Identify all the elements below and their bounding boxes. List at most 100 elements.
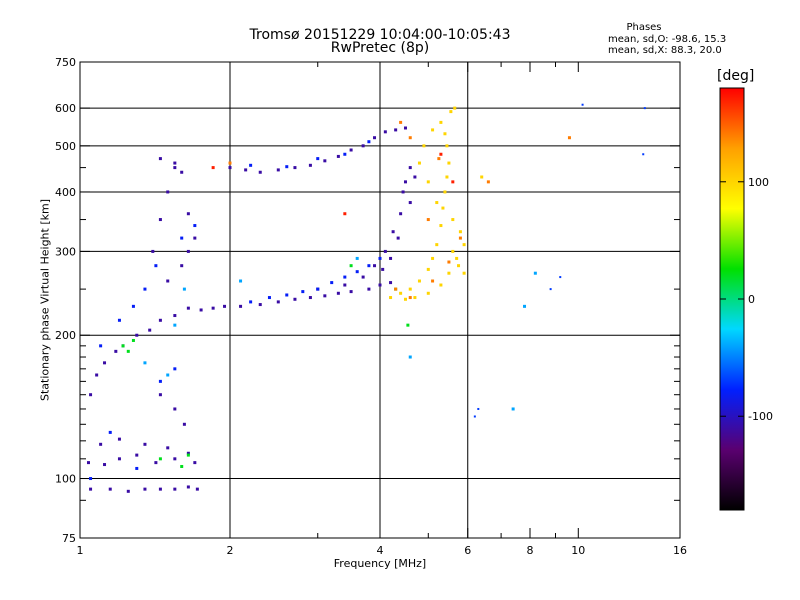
x-tick-label: 10: [571, 544, 585, 557]
data-point: [117, 457, 121, 461]
data-point: [533, 271, 537, 275]
data-point: [408, 355, 412, 359]
data-point: [89, 477, 93, 481]
data-point: [267, 296, 271, 300]
data-point: [108, 487, 112, 491]
data-point: [435, 201, 439, 205]
data-point: [249, 163, 253, 167]
colorbar-tick-label: 100: [748, 176, 769, 189]
data-point: [343, 283, 347, 287]
data-point: [173, 487, 177, 491]
data-point: [408, 201, 412, 205]
data-point: [103, 361, 107, 365]
data-point: [458, 230, 462, 234]
data-point: [413, 175, 417, 179]
data-point: [173, 166, 177, 170]
data-point: [441, 206, 445, 210]
data-point: [173, 161, 177, 165]
data-point: [199, 308, 203, 312]
data-point: [276, 168, 280, 172]
data-point: [249, 300, 253, 304]
y-tick-label: 400: [55, 186, 76, 199]
data-point: [173, 314, 177, 318]
data-point: [443, 190, 447, 194]
data-point: [439, 120, 443, 124]
data-point: [378, 283, 382, 287]
data-point: [403, 297, 407, 301]
data-point: [408, 296, 412, 300]
data-point: [361, 275, 365, 279]
data-point: [99, 442, 103, 446]
data-point: [228, 161, 232, 165]
data-point: [301, 290, 305, 294]
data-point: [451, 218, 455, 222]
data-point: [211, 166, 215, 170]
data-point: [186, 453, 190, 457]
data-point: [323, 294, 327, 298]
data-point: [135, 333, 139, 337]
data-point: [373, 136, 377, 140]
data-point: [389, 296, 393, 300]
data-point: [343, 212, 347, 216]
data-point: [276, 300, 280, 304]
data-point: [193, 224, 197, 228]
data-point: [108, 430, 112, 434]
data-point: [336, 154, 340, 158]
data-point: [143, 361, 147, 365]
data-point: [447, 260, 451, 264]
data-point: [103, 463, 107, 467]
data-point: [239, 304, 243, 308]
data-point: [86, 461, 90, 465]
stats-o-mode: mean, sd,O: -98.6, 15.3: [608, 34, 727, 45]
data-point: [154, 461, 158, 465]
outlier-point: [581, 103, 584, 106]
data-point: [447, 271, 451, 275]
data-point: [367, 287, 371, 291]
x-tick-label: 16: [673, 544, 687, 557]
data-point: [135, 453, 139, 457]
data-point: [148, 328, 152, 332]
data-point: [158, 379, 162, 383]
data-point: [126, 489, 130, 493]
data-point: [228, 166, 232, 170]
data-point: [135, 466, 139, 470]
data-point: [258, 170, 262, 174]
data-point: [336, 291, 340, 295]
data-point: [378, 256, 382, 260]
data-point: [131, 304, 135, 308]
data-point: [293, 297, 297, 301]
data-point: [186, 249, 190, 253]
data-point: [173, 457, 177, 461]
data-point: [373, 264, 377, 268]
data-point: [180, 170, 184, 174]
data-point: [330, 281, 334, 285]
data-point: [99, 344, 103, 348]
data-point: [417, 279, 421, 283]
data-point: [166, 190, 170, 194]
data-point: [211, 306, 215, 310]
data-point: [408, 166, 412, 170]
data-point: [435, 243, 439, 247]
x-tick-label: 1: [77, 544, 84, 557]
data-point: [239, 279, 243, 283]
data-point: [445, 175, 449, 179]
data-point: [308, 163, 312, 167]
data-point: [523, 304, 527, 308]
data-point: [396, 236, 400, 240]
data-point: [143, 287, 147, 291]
data-point: [445, 144, 449, 148]
data-point: [126, 349, 130, 353]
data-point: [349, 148, 353, 152]
data-point: [403, 126, 407, 130]
data-point: [316, 287, 320, 291]
outlier-point: [642, 153, 645, 156]
y-axis-label: Stationary phase Virtual Height [km]: [38, 198, 52, 402]
data-point: [186, 306, 190, 310]
data-point: [381, 267, 385, 271]
y-tick-label: 600: [55, 102, 76, 115]
data-point: [439, 224, 443, 228]
data-point: [158, 318, 162, 322]
data-point: [403, 180, 407, 184]
data-point: [426, 291, 430, 295]
